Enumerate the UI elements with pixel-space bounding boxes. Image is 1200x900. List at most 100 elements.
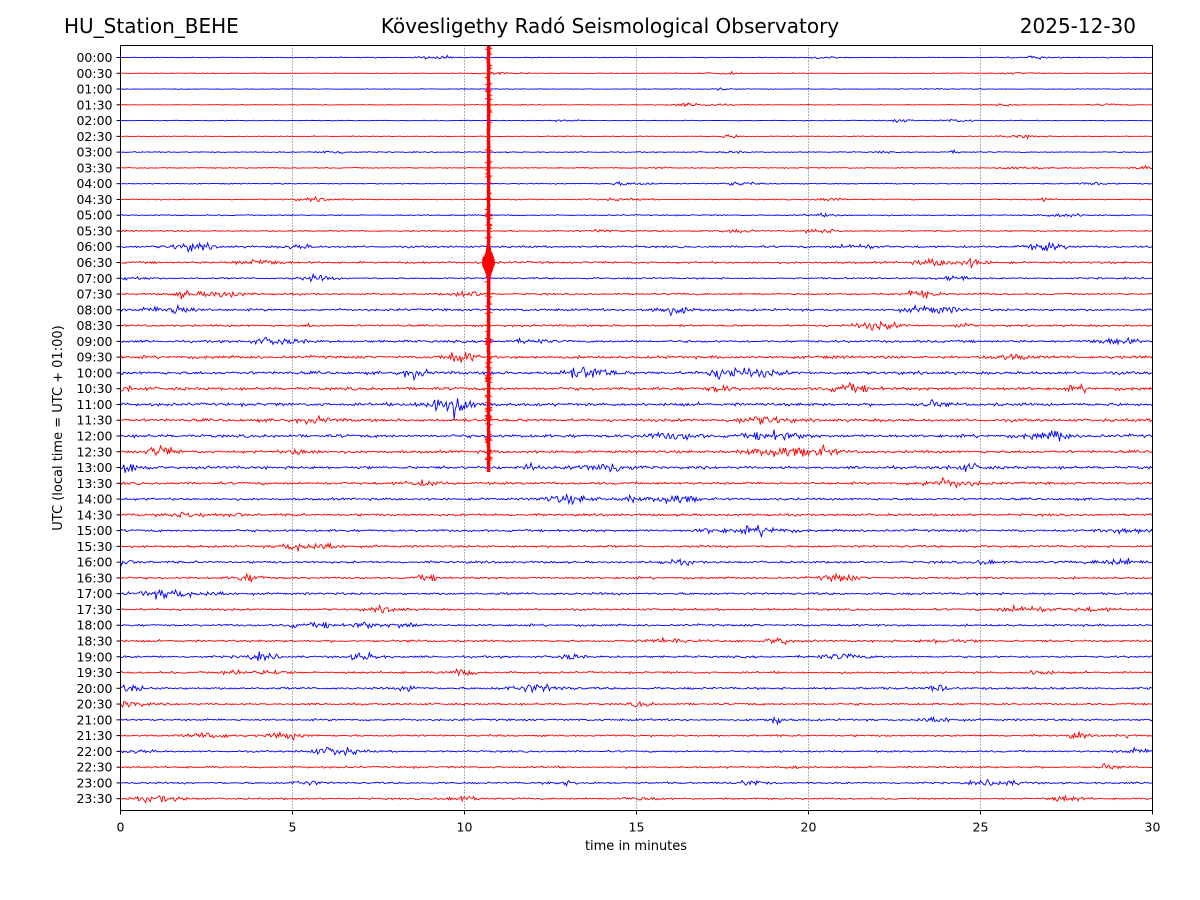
trace-row [120, 241, 1153, 254]
trace-row [120, 164, 1153, 170]
trace-row [120, 603, 1153, 614]
trace-row [120, 715, 1153, 726]
x-axis: 0 5 10 15 20 25 30 [117, 810, 1161, 835]
trace-row [120, 70, 1153, 76]
trace-row [120, 588, 1153, 600]
y-tick-label: 18:00 [76, 618, 112, 633]
y-tick-label: 08:30 [76, 318, 112, 333]
y-tick-label: 03:00 [76, 145, 112, 160]
x-tick-label: 20 [801, 820, 817, 835]
y-tick-label: 20:00 [76, 681, 112, 696]
y-tick-label: 18:30 [76, 633, 112, 648]
y-tick-label: 17:00 [76, 586, 112, 601]
trace-row [120, 476, 1153, 489]
trace-row [120, 541, 1153, 552]
trace-row [120, 511, 1153, 519]
trace-row [120, 683, 1153, 694]
trace-row [120, 195, 1153, 203]
trace-row [120, 148, 1153, 155]
y-tick-label: 06:00 [76, 239, 112, 254]
trace-row [120, 320, 1153, 331]
y-tick-label: 15:30 [76, 539, 112, 554]
y-tick-label: 15:00 [76, 523, 112, 538]
y-tick-label: 20:30 [76, 697, 112, 712]
trace-row [120, 778, 1153, 788]
trace-row [120, 415, 1153, 426]
trace-row [120, 352, 1153, 363]
trace-row [120, 746, 1153, 757]
y-tick-label: 12:30 [76, 444, 112, 459]
y-tick-label: 23:30 [76, 791, 112, 806]
y-tick-label: 21:00 [76, 712, 112, 727]
chart-title: Kövesligethy Radó Seismological Observat… [380, 14, 840, 38]
x-tick-label: 0 [117, 820, 125, 835]
station-name: HU_Station_BEHE [64, 14, 239, 38]
y-tick-label: 07:30 [76, 287, 112, 302]
trace-row [120, 212, 1153, 218]
event-layer [481, 44, 496, 473]
earthquake-signal [481, 44, 496, 473]
trace-row [120, 667, 1153, 677]
trace-row [120, 762, 1153, 770]
trace-row [120, 572, 1153, 583]
trace-row [120, 793, 1153, 804]
y-tick-label: 14:30 [76, 507, 112, 522]
x-tick-label: 5 [289, 820, 297, 835]
x-axis-label: time in minutes [585, 839, 687, 854]
y-tick-label: 06:30 [76, 255, 112, 270]
grid-lines [292, 45, 981, 811]
y-tick-label: 09:30 [76, 350, 112, 365]
x-tick-label: 10 [457, 820, 473, 835]
y-tick-label: 10:00 [76, 365, 112, 380]
y-tick-label: 14:00 [76, 492, 112, 507]
y-tick-label: 10:30 [76, 381, 112, 396]
y-tick-label: 17:30 [76, 602, 112, 617]
trace-row [120, 461, 1153, 473]
trace-row [120, 228, 1153, 234]
trace-row [120, 493, 1153, 506]
y-axis-label: UTC (local time = UTC + 01:00) [51, 325, 66, 530]
trace-row [120, 180, 1153, 187]
y-tick-label: 12:00 [76, 428, 112, 443]
y-tick-label: 04:30 [76, 192, 112, 207]
trace-row [120, 443, 1153, 457]
y-tick-label: 16:00 [76, 555, 112, 570]
y-tick-label: 11:00 [76, 397, 112, 412]
y-tick-label: 00:00 [76, 50, 112, 65]
y-tick-label: 08:00 [76, 302, 112, 317]
y-tick-label: 07:00 [76, 271, 112, 286]
chart-date: 2025-12-30 [1019, 14, 1136, 38]
y-tick-label: 22:00 [76, 744, 112, 759]
x-tick-label: 30 [1145, 820, 1161, 835]
trace-row [120, 636, 1153, 646]
y-tick-label: 05:30 [76, 223, 112, 238]
y-axis: 00:0000:3001:0001:3002:0002:3003:0003:30… [76, 50, 121, 806]
y-tick-label: 02:00 [76, 113, 112, 128]
trace-row [120, 102, 1153, 108]
y-tick-label: 13:30 [76, 476, 112, 491]
y-tick-label: 01:30 [76, 97, 112, 112]
trace-row [120, 381, 1153, 395]
y-tick-label: 22:30 [76, 760, 112, 775]
y-tick-label: 04:00 [76, 176, 112, 191]
y-tick-label: 00:30 [76, 66, 112, 81]
trace-row [120, 289, 1153, 300]
x-tick-label: 15 [629, 820, 645, 835]
trace-row [120, 429, 1153, 442]
trace-row [120, 700, 1153, 709]
trace-row [120, 621, 1153, 630]
y-tick-label: 13:00 [76, 460, 112, 475]
y-tick-label: 23:00 [76, 775, 112, 790]
y-tick-label: 03:30 [76, 160, 112, 175]
trace-row [120, 133, 1153, 141]
x-tick-label: 25 [973, 820, 989, 835]
y-tick-label: 05:00 [76, 208, 112, 223]
trace-row [120, 87, 1153, 91]
trace-row [120, 650, 1153, 662]
trace-row [120, 557, 1153, 567]
trace-row [120, 54, 1153, 60]
y-tick-label: 09:00 [76, 334, 112, 349]
trace-row [120, 303, 1153, 317]
trace-row [120, 398, 1153, 420]
